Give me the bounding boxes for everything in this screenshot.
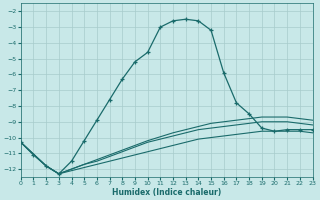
X-axis label: Humidex (Indice chaleur): Humidex (Indice chaleur) bbox=[112, 188, 221, 197]
